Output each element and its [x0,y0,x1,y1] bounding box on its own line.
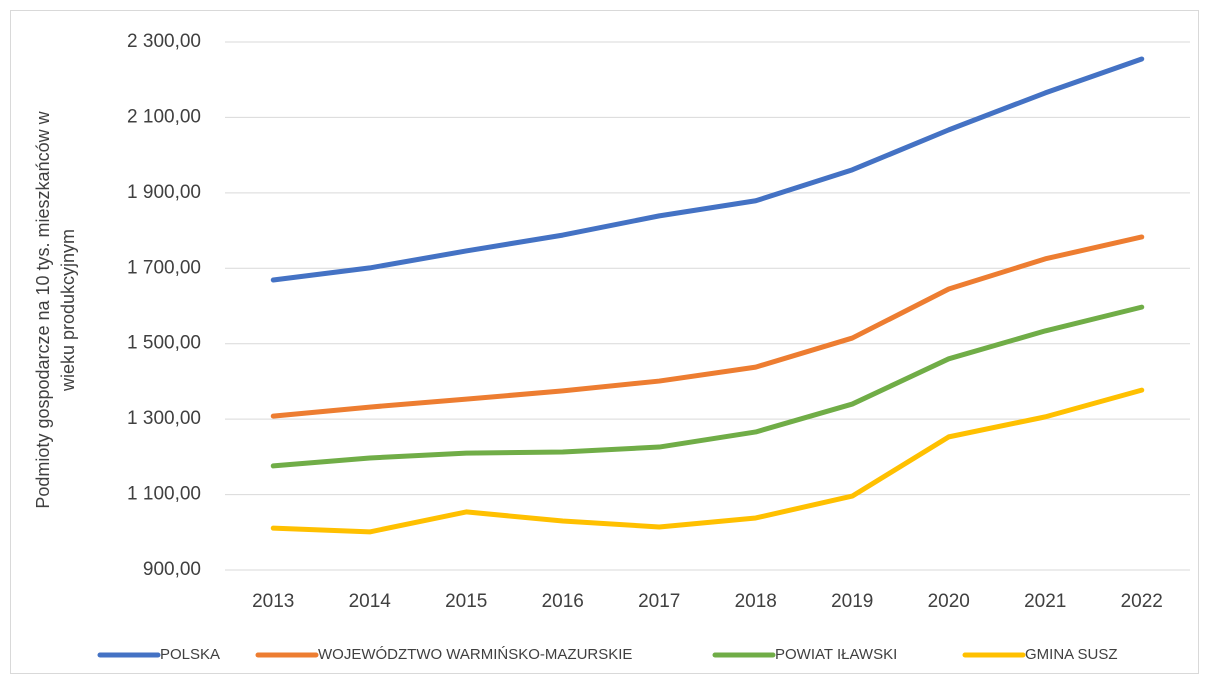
x-tick-label: 2018 [735,591,777,612]
legend-label: GMINA SUSZ [1025,646,1118,663]
x-tick-label: 2014 [349,591,392,612]
legend-label: POWIAT IŁAWSKI [775,646,897,663]
y-axis-label-line: Podmioty gospodarcze na 10 tys. mieszkań… [33,110,53,508]
y-tick-label: 1 100,00 [127,484,201,505]
y-tick-label: 1 700,00 [127,257,201,278]
x-tick-label: 2013 [252,591,294,612]
x-tick-label: 2015 [445,591,487,612]
x-tick-label: 2022 [1121,591,1163,612]
x-tick-label: 2020 [928,591,970,612]
series-line [270,387,1145,535]
x-tick-label: 2017 [638,591,680,612]
series-line [270,56,1145,283]
series-line [270,234,1145,419]
y-tick-label: 1 300,00 [127,408,201,429]
legend-label: WOJEWÓDZTWO WARMIŃSKO-MAZURSKIE [318,646,632,663]
series-line [270,304,1145,469]
y-axis-label: Podmioty gospodarcze na 10 tys. mieszkań… [33,110,78,508]
y-tick-label: 900,00 [143,559,201,580]
legend-label: POLSKA [160,646,220,663]
x-tick-label: 2016 [542,591,584,612]
x-tick-label: 2019 [831,591,873,612]
y-tick-label: 2 300,00 [127,31,201,52]
x-tick-label: 2021 [1024,591,1066,612]
y-tick-label: 1 900,00 [127,182,201,203]
y-tick-label: 2 100,00 [127,106,201,127]
y-tick-label: 1 500,00 [127,333,201,354]
y-axis-label-line: wieku produkcyjnym [58,229,78,392]
